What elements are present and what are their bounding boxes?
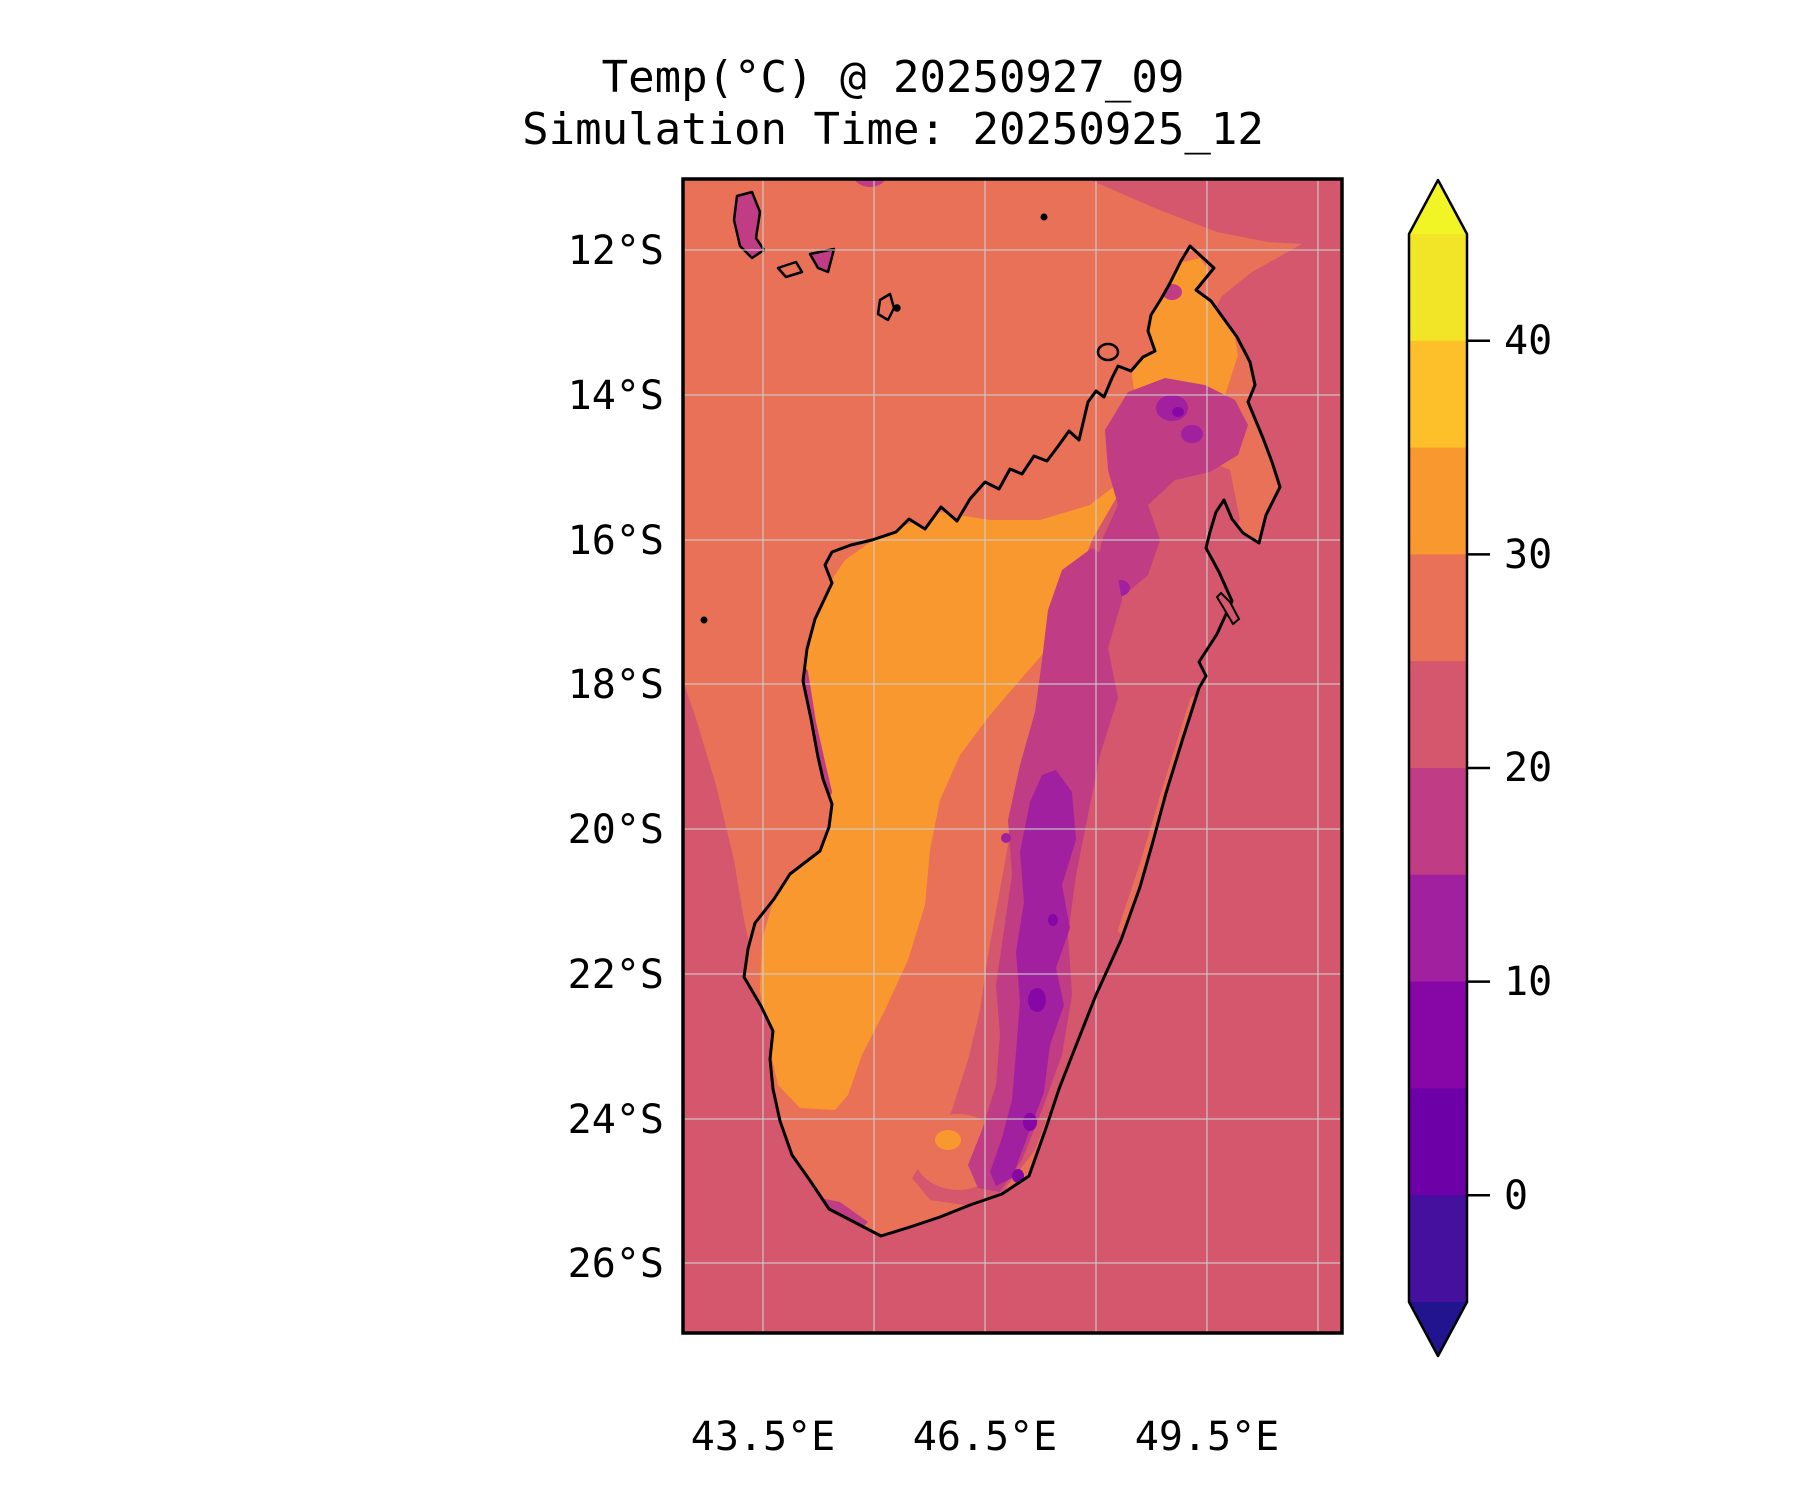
highlands-cold-dot: [1001, 833, 1011, 843]
colorbar-band-40-45: [1409, 234, 1467, 342]
escarpment-cold-ridge: [990, 770, 1076, 1186]
lon-axis-labels: 43.5°E 46.5°E 49.5°E: [691, 1414, 1280, 1460]
lat-tick-label: 26°S: [568, 1241, 664, 1287]
lat-axis-labels: 12°S 14°S 16°S 18°S 20°S 22°S 24°S 26°S: [568, 228, 664, 1287]
colorbar-band-m5-0: [1409, 1195, 1467, 1302]
coastline: [742, 244, 1282, 1238]
nosy-be-island: [1096, 342, 1120, 362]
axes-frame: [681, 177, 1344, 1335]
colorbar-tick-label: 0: [1504, 1173, 1528, 1219]
colorbar-band-35-40: [1409, 340, 1467, 449]
colorbar-band-5-10: [1409, 981, 1467, 1090]
ridge-coldest-spot-2: [1023, 1113, 1037, 1131]
colorbar-extend-over-arrow: [1409, 180, 1467, 234]
west-lowlands-warm-region: [760, 478, 1135, 1110]
lon-tick-label: 43.5°E: [691, 1414, 836, 1460]
tsaratanana-cold-spot-2: [1181, 425, 1203, 443]
grid-lines: [683, 179, 1342, 1333]
colorbar: 40 30 20 10 0: [1407, 178, 1552, 1358]
lat-tick-label: 16°S: [568, 518, 664, 564]
map-plot: [683, 179, 1342, 1333]
tsaratanana-coldest-dot: [1172, 407, 1184, 417]
northeast-highlands-cool: [1095, 378, 1248, 600]
colorbar-tick-label: 30: [1504, 532, 1552, 578]
colorbar-extend-under-arrow: [1409, 1302, 1467, 1356]
colorbar-tick-marks: [1467, 339, 1490, 1197]
colorbar-band-10-15: [1409, 874, 1467, 983]
tsaratanana-cold-spot-1: [1156, 395, 1188, 421]
colorbar-band-30-35: [1409, 447, 1467, 556]
lat-tick-label: 20°S: [568, 807, 664, 853]
moheli-island: [776, 260, 804, 279]
glorioso-islet-dot: [1040, 213, 1048, 221]
lat-tick-label: 14°S: [568, 373, 664, 419]
lon-tick-label: 46.5°E: [913, 1414, 1058, 1460]
colorbar-tick-labels: 40 30 20 10 0: [1504, 318, 1552, 1219]
colorbar-band-25-30: [1409, 554, 1467, 663]
colorbar-tick-label: 40: [1504, 318, 1552, 364]
colorbar-tick-label: 10: [1504, 959, 1552, 1005]
lon-tick-label: 49.5°E: [1135, 1414, 1280, 1460]
colorbar-tick-label: 20: [1504, 745, 1552, 791]
south-warm-dot: [935, 1130, 961, 1150]
lat-tick-label: 12°S: [568, 228, 664, 274]
ocean-cool-patch: [854, 179, 886, 187]
ridge-coldest-spot-3: [1012, 1169, 1024, 1183]
lat-tick-label: 18°S: [568, 662, 664, 708]
juan-de-nova-islet-dot: [700, 616, 708, 624]
colorbar-band-20-25: [1409, 661, 1467, 769]
mayotte-islet-dot: [893, 304, 901, 312]
lat-tick-label: 24°S: [568, 1097, 664, 1143]
ridge-coldest-spot-1: [1028, 988, 1046, 1012]
colorbar-band-0-5: [1409, 1088, 1467, 1197]
sainte-marie-island: [1215, 591, 1241, 626]
lat-tick-label: 22°S: [568, 952, 664, 998]
figure-subtitle: Simulation Time: 20250925_12: [522, 104, 1264, 155]
colorbar-band-15-20: [1409, 768, 1467, 876]
colorbar-outline: [1407, 178, 1469, 1358]
figure-title: Temp(°C) @ 20250927_09: [602, 52, 1185, 103]
ridge-coldest-spot-4: [1048, 914, 1058, 926]
mayotte-island: [876, 292, 896, 322]
